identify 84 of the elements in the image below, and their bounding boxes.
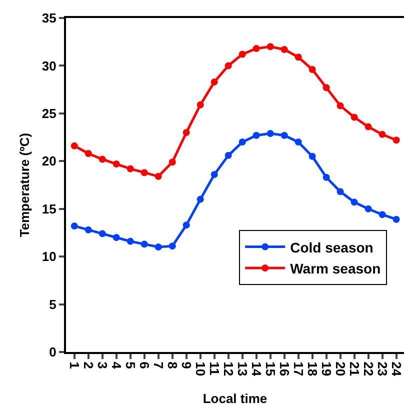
point — [266, 43, 274, 50]
point — [238, 50, 246, 58]
point — [252, 132, 260, 139]
x-tick-label: 24 — [389, 362, 404, 377]
point — [392, 216, 400, 223]
point — [98, 230, 106, 238]
y-tick-label: 20 — [42, 154, 56, 169]
x-tick-label: 11 — [207, 362, 222, 376]
x-tick-label: 18 — [305, 362, 320, 376]
x-tick-label: 16 — [277, 362, 292, 376]
x-tick-label: 6 — [137, 362, 152, 369]
point — [364, 123, 372, 130]
y-tick-label: 5 — [49, 296, 56, 312]
x-tick-label: 20 — [333, 362, 348, 376]
x-tick-label: 1 — [67, 362, 82, 369]
x-tick-label: 23 — [375, 362, 390, 376]
point — [336, 188, 344, 196]
x-tick-label: 5 — [123, 362, 138, 369]
point — [140, 169, 148, 176]
x-axis-title: Local time — [202, 390, 268, 406]
x-tick-label: 22 — [361, 362, 376, 376]
y-tick-label: 30 — [42, 58, 56, 74]
point — [196, 101, 204, 108]
x-tick-label: 17 — [291, 362, 306, 376]
point — [364, 205, 372, 212]
point — [350, 198, 358, 206]
x-tick-label: 19 — [319, 362, 334, 376]
point — [182, 222, 190, 229]
point — [266, 130, 274, 137]
y-tick-label: 35 — [42, 10, 56, 26]
x-tick-label: 8 — [165, 362, 180, 369]
point — [294, 54, 302, 61]
point — [392, 136, 400, 144]
x-tick-label: 14 — [249, 362, 264, 377]
point — [98, 156, 106, 163]
point — [294, 138, 302, 146]
point — [196, 196, 204, 203]
x-tick-label: 3 — [95, 362, 110, 369]
point — [112, 234, 120, 241]
point — [252, 45, 260, 52]
point — [224, 62, 232, 70]
point — [308, 66, 316, 74]
x-tick-label: 13 — [235, 362, 250, 376]
legend-label: Cold season — [290, 239, 374, 256]
legend-label: Warm season — [290, 260, 381, 276]
y-tick-label: 0 — [49, 344, 56, 360]
point — [70, 222, 78, 230]
point — [70, 142, 78, 150]
x-tick-label: 7 — [151, 362, 166, 369]
point — [280, 46, 288, 53]
x-tick-label: 4 — [109, 362, 124, 370]
point — [168, 242, 176, 250]
point — [238, 138, 246, 146]
y-axis-title: Temperature (ºC) — [17, 132, 32, 238]
y-tick-label: 10 — [42, 249, 56, 264]
point — [378, 211, 386, 218]
point — [154, 172, 162, 180]
x-tick-label: 15 — [263, 362, 278, 376]
x-tick-label: 12 — [221, 362, 236, 376]
point — [126, 165, 134, 172]
point — [84, 226, 92, 234]
point — [308, 152, 316, 160]
point — [336, 102, 344, 110]
x-tick-label: 9 — [179, 362, 194, 369]
point — [378, 130, 386, 138]
point — [210, 78, 218, 86]
point — [140, 240, 148, 248]
y-tick-label: 15 — [42, 201, 56, 216]
point — [154, 244, 162, 251]
x-tick-label: 10 — [193, 362, 208, 376]
point — [224, 152, 232, 159]
point — [182, 129, 190, 136]
point — [112, 160, 120, 168]
point — [168, 158, 176, 166]
point — [350, 114, 358, 121]
x-tick-label: 2 — [81, 362, 96, 369]
point — [322, 84, 330, 92]
y-tick-label: 25 — [42, 106, 56, 121]
x-tick-label: 21 — [347, 362, 362, 376]
point — [210, 171, 218, 178]
point — [84, 150, 92, 158]
point — [280, 132, 288, 139]
point — [322, 174, 330, 181]
point — [126, 238, 134, 245]
